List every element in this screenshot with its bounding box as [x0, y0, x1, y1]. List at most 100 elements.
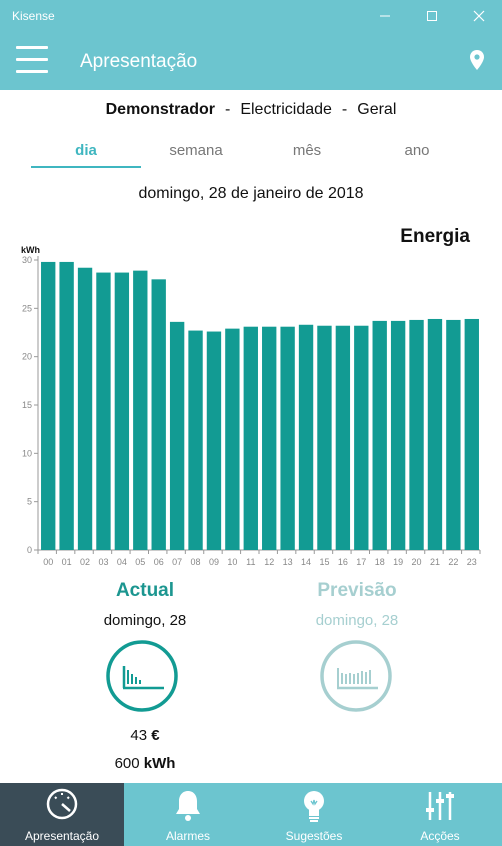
tab-mes[interactable]: mês — [292, 142, 322, 159]
bar — [114, 272, 130, 550]
nav-apresentacao[interactable]: Apresentação — [0, 783, 124, 846]
window-title-bar: Kisense — [0, 0, 502, 32]
x-tick-label: 08 — [191, 557, 201, 567]
bar — [390, 320, 406, 550]
x-tick-label: 11 — [246, 557, 255, 567]
period-tabs: dia semana mês ano — [31, 140, 473, 168]
forecast-panel: Previsão domingo, 28 — [272, 580, 442, 629]
bar — [96, 272, 111, 550]
nav-alarmes[interactable]: Alarmes — [126, 783, 250, 846]
y-tick-label: 15 — [22, 400, 32, 410]
bar — [262, 326, 277, 550]
y-tick-label: 0 — [27, 545, 32, 555]
x-tick-label: 05 — [135, 557, 145, 567]
actual-cost: 43 € — [60, 727, 230, 744]
x-tick-label: 21 — [430, 557, 440, 567]
actual-energy-unit: kWh — [143, 755, 176, 772]
x-tick-label: 20 — [412, 557, 422, 567]
x-tick-label: 22 — [448, 557, 458, 567]
x-tick-label: 15 — [319, 557, 329, 567]
actual-chart-button[interactable] — [106, 640, 178, 712]
bar — [464, 318, 479, 550]
nav-label: Apresentação — [24, 829, 100, 843]
bar — [151, 279, 166, 550]
y-tick-label: 25 — [22, 303, 32, 313]
page-title: Apresentação — [80, 51, 198, 72]
minimize-icon — [380, 15, 390, 17]
bar — [77, 267, 93, 550]
bottom-navigation: Apresentação Alarmes Sugestões Acções — [0, 783, 502, 846]
y-axis-label: kWh — [21, 245, 40, 255]
breadcrumb-scope[interactable]: Geral — [357, 101, 397, 118]
y-tick-label: 10 — [22, 448, 32, 458]
tab-semana[interactable]: semana — [169, 142, 223, 159]
minimize-button[interactable] — [362, 0, 408, 32]
hamburger-menu-button[interactable] — [16, 46, 48, 74]
maximize-button[interactable] — [409, 0, 455, 32]
forecast-title: Previsão — [317, 580, 397, 601]
location-pin-icon[interactable] — [470, 50, 484, 70]
actual-date: domingo, 28 — [103, 612, 187, 629]
forecast-chart-button[interactable] — [320, 640, 392, 712]
x-tick-label: 12 — [264, 557, 274, 567]
gauge-icon — [46, 788, 78, 820]
actual-energy: 600 kWh — [60, 755, 230, 772]
date-label: domingo, 28 de janeiro de 2018 — [138, 185, 364, 202]
actual-cost-value: 43 — [130, 727, 148, 744]
bar — [59, 261, 74, 550]
bar — [243, 326, 258, 550]
x-tick-label: 04 — [117, 557, 127, 567]
x-tick-label: 10 — [227, 557, 237, 567]
x-tick-label: 18 — [375, 557, 385, 567]
bar — [317, 325, 332, 550]
x-tick-label: 01 — [62, 557, 72, 567]
nav-sugestoes[interactable]: Sugestões — [252, 783, 376, 846]
breadcrumb-separator: - — [224, 101, 231, 118]
nav-label: Alarmes — [165, 829, 210, 843]
sliders-icon — [426, 792, 454, 820]
bar — [446, 319, 461, 550]
bar — [188, 330, 203, 550]
bar — [169, 321, 185, 550]
breadcrumb-type[interactable]: Electricidade — [240, 101, 332, 118]
bar-chart-icon — [106, 640, 178, 712]
nav-accoes[interactable]: Acções — [378, 783, 502, 846]
chart-title: Energia — [400, 226, 470, 247]
bar — [298, 324, 314, 550]
bar — [206, 331, 222, 550]
x-tick-label: 00 — [43, 557, 53, 567]
actual-cost-unit: € — [151, 727, 160, 744]
maximize-icon — [427, 11, 437, 21]
x-tick-label: 13 — [283, 557, 293, 567]
x-tick-label: 03 — [98, 557, 108, 567]
close-icon — [473, 10, 485, 22]
x-tick-label: 02 — [80, 557, 90, 567]
actual-energy-value: 600 — [114, 755, 140, 772]
breadcrumb: Demonstrador - Electricidade - Geral — [0, 101, 502, 119]
nav-label: Acções — [420, 829, 460, 843]
bar — [41, 261, 56, 550]
close-button[interactable] — [456, 0, 502, 32]
bar — [409, 319, 424, 550]
x-tick-label: 17 — [356, 557, 366, 567]
bar — [133, 270, 148, 550]
breadcrumb-separator: - — [341, 101, 348, 118]
forecast-date: domingo, 28 — [315, 612, 399, 629]
bell-icon — [176, 791, 200, 821]
bar — [225, 328, 240, 550]
bar — [335, 325, 351, 550]
tab-dia[interactable]: dia — [31, 140, 141, 168]
tab-ano[interactable]: ano — [404, 142, 430, 159]
bar — [427, 318, 443, 550]
y-tick-label: 5 — [27, 497, 32, 507]
actual-panel: Actual domingo, 28 — [60, 580, 230, 629]
bar — [280, 326, 295, 550]
x-tick-label: 19 — [393, 557, 403, 567]
y-tick-label: 20 — [22, 352, 32, 362]
window-title: Kisense — [12, 9, 55, 23]
breadcrumb-device[interactable]: Demonstrador — [105, 101, 215, 118]
forecast-bar-chart-icon — [320, 640, 392, 712]
x-tick-label: 14 — [301, 557, 311, 567]
x-tick-label: 06 — [154, 557, 164, 567]
